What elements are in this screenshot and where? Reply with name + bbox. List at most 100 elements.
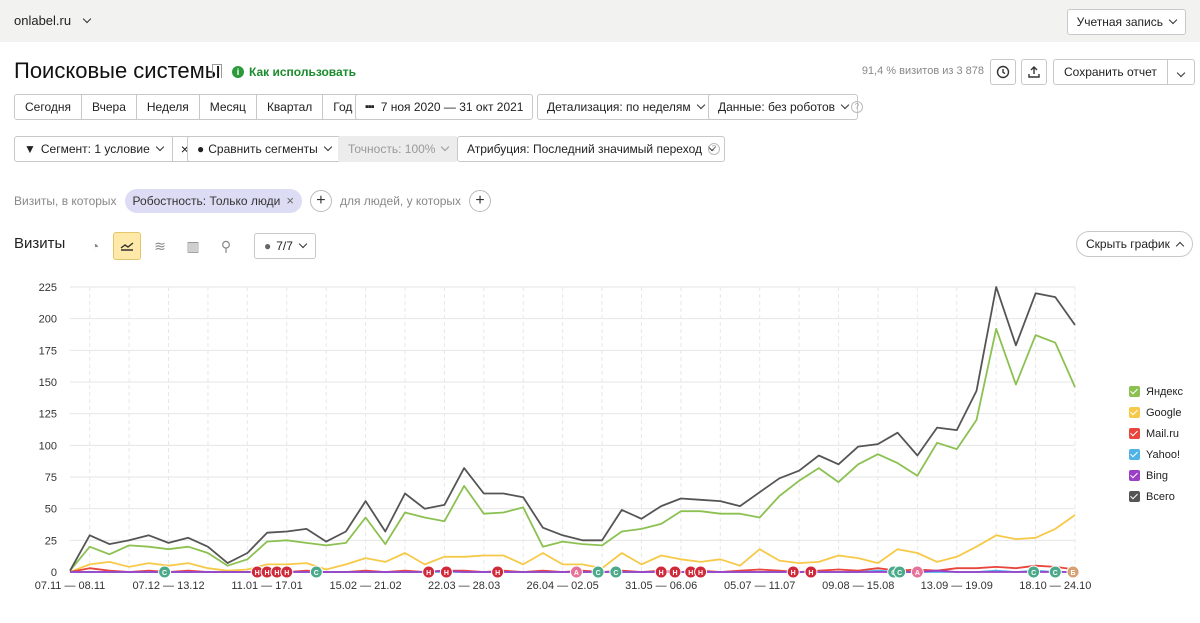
y-tick-label: 225 bbox=[39, 282, 57, 294]
annotation-letter: Н bbox=[255, 570, 260, 577]
checkbox-icon[interactable] bbox=[1129, 407, 1140, 418]
history-button[interactable] bbox=[990, 59, 1016, 85]
chevron-down-icon bbox=[840, 100, 850, 110]
legend-label: Всего bbox=[1146, 490, 1175, 503]
compare-segments-dropdown[interactable]: ● Сравнить сегменты bbox=[187, 136, 341, 162]
checkbox-icon[interactable] bbox=[1129, 386, 1140, 397]
legend-label: Yahoo! bbox=[1146, 448, 1181, 461]
info-icon: i bbox=[232, 66, 244, 78]
annotation-letter: С bbox=[1053, 570, 1058, 577]
filter-suffix: для людей, у которых bbox=[339, 194, 462, 208]
area-chart-icon[interactable]: ≋ bbox=[154, 237, 166, 254]
annotation-marker bbox=[260, 565, 274, 579]
y-tick-label: 175 bbox=[39, 345, 57, 357]
data-dropdown[interactable]: Данные: без роботов bbox=[708, 94, 859, 120]
accuracy-dropdown[interactable]: Точность: 100% bbox=[338, 136, 459, 162]
chevron-up-icon bbox=[1175, 241, 1185, 250]
annotation-marker bbox=[280, 565, 294, 579]
period-quarter[interactable]: Квартал bbox=[256, 95, 324, 119]
attribution-label: Атрибуция: Последний значимый переход bbox=[467, 142, 702, 156]
checkbox-icon[interactable] bbox=[1129, 470, 1140, 481]
comment-icon: ● bbox=[264, 239, 272, 253]
annotation-marker bbox=[684, 565, 698, 579]
add-filter-button[interactable]: + bbox=[309, 190, 332, 212]
line-chart-icon[interactable] bbox=[113, 232, 141, 260]
y-tick-label: 25 bbox=[45, 535, 57, 547]
attribution-dropdown[interactable]: Атрибуция: Последний значимый переход bbox=[457, 136, 725, 162]
annotation-letter: Н bbox=[672, 570, 677, 577]
y-tick-label: 0 bbox=[51, 567, 57, 579]
legend-label: Bing bbox=[1146, 469, 1169, 482]
accuracy-label: Точность: 100% bbox=[348, 142, 436, 156]
page-title: Поисковые системы bbox=[14, 58, 221, 83]
annotation-marker bbox=[491, 565, 505, 579]
account-label: Учетная запись bbox=[1076, 15, 1163, 29]
x-tick-label: 18.10 — 24.10 bbox=[1019, 580, 1091, 592]
save-report-group: Сохранить отчет bbox=[1053, 59, 1195, 85]
period-yesterday[interactable]: Вчера bbox=[82, 95, 137, 119]
annotation-marker bbox=[422, 565, 436, 579]
y-tick-label: 75 bbox=[45, 472, 57, 484]
legend-item[interactable]: Всего bbox=[1129, 486, 1183, 507]
series-line-2 bbox=[69, 514, 1076, 573]
legend-item[interactable]: Яндекс bbox=[1129, 381, 1183, 402]
y-tick-label: 200 bbox=[39, 314, 57, 326]
pie-chart-icon[interactable]: ◔ bbox=[90, 238, 100, 254]
account-button[interactable]: Учетная запись bbox=[1066, 9, 1186, 35]
x-tick-label: 31.05 — 06.06 bbox=[625, 580, 697, 592]
help-icon[interactable]: ? bbox=[708, 143, 720, 155]
annotation-letter: Н bbox=[791, 570, 796, 577]
legend-item[interactable]: Mail.ru bbox=[1129, 423, 1183, 444]
annotation-letter: С bbox=[891, 570, 896, 577]
checkbox-icon[interactable] bbox=[1129, 428, 1140, 439]
annotation-letter: С bbox=[613, 570, 618, 577]
series-line-4 bbox=[70, 569, 1075, 573]
detail-dropdown[interactable]: Детализация: по неделям bbox=[537, 94, 714, 120]
export-button[interactable] bbox=[1021, 59, 1047, 85]
legend-label: Яндекс bbox=[1146, 385, 1183, 398]
y-tick-label: 50 bbox=[45, 504, 57, 516]
annotation-marker bbox=[591, 565, 605, 579]
chevron-down-icon bbox=[323, 142, 333, 152]
section-title: Визиты bbox=[14, 235, 66, 252]
date-range-picker[interactable]: ▪▪▪ 7 ноя 2020 — 31 окт 2021 bbox=[355, 94, 534, 120]
hide-chart-button[interactable]: Скрыть график bbox=[1076, 231, 1193, 257]
bar-chart-icon[interactable]: ▥ bbox=[186, 237, 200, 254]
annotation-letter: А bbox=[915, 570, 920, 577]
annotation-marker bbox=[1066, 565, 1080, 579]
annotation-marker bbox=[786, 565, 800, 579]
clock-icon bbox=[996, 65, 1010, 79]
annotation-letter: Б bbox=[1071, 570, 1076, 577]
calendar-icon: ▪▪▪ bbox=[365, 101, 375, 113]
help-icon[interactable]: ? bbox=[851, 101, 863, 113]
close-icon[interactable]: × bbox=[286, 193, 294, 208]
annotation-letter: А bbox=[574, 570, 579, 577]
site-selector[interactable]: onlabel.ru bbox=[14, 13, 92, 28]
segment-dropdown[interactable]: ▼ Сегмент: 1 условие × bbox=[14, 136, 194, 162]
annotation-marker bbox=[887, 565, 901, 579]
period-week[interactable]: Неделя bbox=[136, 95, 200, 119]
annotation-letter: С bbox=[314, 570, 319, 577]
filter-icon: ▼ bbox=[24, 142, 36, 156]
how-to-use-link[interactable]: i Как использовать bbox=[232, 65, 356, 79]
annotation-marker bbox=[1048, 565, 1062, 579]
legend-item[interactable]: Yahoo! bbox=[1129, 444, 1183, 465]
filter-chip[interactable]: Робостность: Только люди × bbox=[124, 189, 302, 213]
legend-item[interactable]: Bing bbox=[1129, 465, 1183, 486]
save-report-dropdown[interactable] bbox=[1168, 65, 1194, 79]
chevron-down-icon bbox=[696, 100, 705, 110]
annotation-marker bbox=[439, 565, 453, 579]
bookmark-icon[interactable] bbox=[212, 64, 222, 78]
legend-item[interactable]: Google bbox=[1129, 402, 1183, 423]
checkbox-icon[interactable] bbox=[1129, 491, 1140, 502]
save-report-button[interactable]: Сохранить отчет bbox=[1054, 60, 1168, 84]
clear-segment-icon[interactable]: × bbox=[171, 137, 189, 161]
map-pin-icon[interactable]: ⚲ bbox=[220, 237, 232, 254]
checkbox-icon[interactable] bbox=[1129, 449, 1140, 460]
add-user-filter-button[interactable]: + bbox=[469, 190, 492, 212]
notes-dropdown[interactable]: ● 7/7 bbox=[254, 233, 316, 259]
annotation-letter: Н bbox=[265, 570, 270, 577]
chevron-down-icon bbox=[298, 239, 308, 249]
period-month[interactable]: Месяц bbox=[199, 95, 257, 119]
period-today[interactable]: Сегодня bbox=[15, 95, 82, 119]
